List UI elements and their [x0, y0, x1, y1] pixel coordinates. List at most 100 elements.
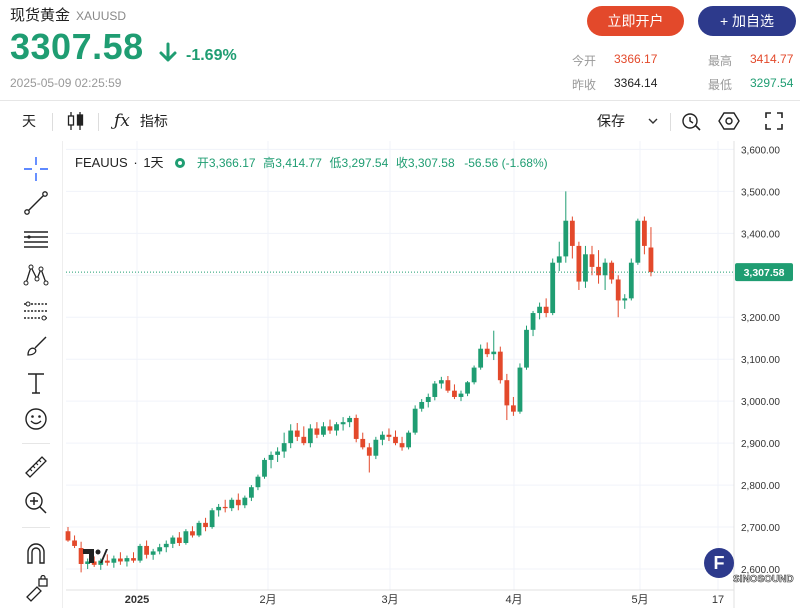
trend-line-icon[interactable] [22, 189, 50, 217]
legend-open-label: 开 [196, 156, 209, 170]
candle-body [281, 443, 287, 452]
candle-body [268, 454, 274, 460]
candle-body [537, 306, 542, 314]
time-tick-label: 17 [712, 594, 724, 606]
candle-body [530, 313, 536, 330]
candle-body [609, 262, 615, 280]
candle-body [347, 417, 353, 423]
candle-body [497, 351, 503, 381]
price-tick-label: 3,000.00 [741, 397, 780, 408]
brush-icon[interactable] [22, 333, 50, 361]
candle-body [307, 428, 313, 444]
pattern-icon[interactable] [22, 261, 50, 289]
quote-header: 现货黄金 XAUUSD 3307.58 -1.69% 2025-05-09 02:… [0, 0, 800, 100]
legend-open: 3,366.17 [208, 156, 256, 170]
replay-button[interactable] [680, 104, 702, 138]
candle-body [366, 447, 372, 456]
time-axis: 2025 2月 3月 4月 5月 17 [66, 589, 734, 606]
candle-body [445, 380, 451, 391]
candle-body [425, 396, 431, 403]
candle-body [373, 439, 379, 456]
legend-low-label: 低 [329, 156, 342, 170]
indicator-button[interactable]: ƒx 指标 [114, 104, 168, 138]
lock-draw-icon[interactable] [22, 575, 50, 603]
candle-body [255, 476, 261, 488]
fx-icon: ƒx [114, 111, 130, 131]
price-tick-label: 2,800.00 [741, 481, 780, 492]
candle-body [216, 506, 222, 511]
candle-body [517, 367, 523, 412]
legend-symbol: FEAUUS [75, 155, 128, 170]
header-divider [0, 100, 800, 101]
low-value: 3297.54 [750, 76, 794, 90]
interval-label: 天 [22, 113, 36, 129]
chart-type-button[interactable] [66, 104, 86, 138]
candle-body [438, 380, 444, 384]
price-axis: 3,600.00 3,500.00 3,400.00 3,300.00 3,200.00… [733, 141, 793, 608]
instrument-name: 现货黄金 [10, 7, 71, 24]
text-icon[interactable] [22, 369, 50, 397]
interval-button[interactable]: 天 [22, 104, 36, 138]
candle-body [511, 405, 516, 412]
candle-body [556, 256, 562, 263]
candle-body [642, 220, 647, 246]
replay-icon [682, 113, 701, 131]
time-tick-label: 3月 [381, 594, 398, 606]
fullscreen-button[interactable] [764, 104, 784, 138]
candle-body [353, 417, 359, 439]
candle-body [150, 551, 156, 555]
candle-body [615, 279, 621, 301]
candle-body [137, 545, 143, 561]
emoji-icon[interactable] [22, 405, 50, 433]
save-menu-button[interactable] [647, 104, 659, 138]
candle-body [144, 545, 149, 555]
candle-body [602, 262, 608, 276]
candle-body [399, 443, 405, 448]
price-tick-label: 3,500.00 [741, 187, 780, 198]
add-watchlist-button[interactable]: + 加自选 [698, 6, 796, 36]
arrow-down-icon [159, 42, 177, 62]
candle-body [458, 393, 464, 397]
candle-body [196, 522, 202, 536]
last-price-tag [735, 263, 793, 282]
candle-body [504, 380, 510, 406]
candle-body [288, 430, 294, 444]
watermark-text: SINOSOUND [733, 574, 794, 586]
settings-button[interactable] [718, 104, 740, 138]
chart-grid [66, 141, 734, 590]
open-account-button[interactable]: 立即开户 [587, 6, 684, 36]
legend-high: 3,414.77 [275, 156, 322, 170]
sidebar-separator [22, 443, 50, 444]
time-tick-label: 2月 [259, 594, 276, 606]
candle-body [235, 499, 241, 506]
candle-body [524, 329, 529, 368]
candle-body [386, 434, 392, 437]
crosshair-icon[interactable] [22, 155, 50, 183]
candle-body [380, 434, 385, 440]
chart-legend: FEAUUS · 1天 开3,366.17 高3,414.77 低3,297.5… [75, 155, 548, 170]
horizontal-lines-icon[interactable] [22, 225, 50, 253]
save-button[interactable]: 保存 [597, 104, 625, 138]
candle-body [229, 499, 235, 509]
ruler-icon[interactable] [22, 453, 50, 481]
instrument-title: 现货黄金 XAUUSD [10, 4, 126, 25]
candle-body [491, 351, 497, 355]
watermark-logo-icon: F [704, 548, 734, 578]
candle-body [452, 390, 457, 397]
candle-body [471, 367, 477, 383]
candle-body [170, 537, 176, 544]
legend-close: 3,307.58 [407, 156, 455, 170]
candle-body [118, 558, 123, 562]
drawing-toolbar [10, 141, 63, 608]
price-tick-label: 3,100.00 [741, 355, 780, 366]
candle-body [183, 531, 189, 544]
fib-icon[interactable] [22, 297, 50, 325]
candle-body [589, 254, 595, 267]
market-status-icon [175, 158, 186, 168]
magnet-icon[interactable] [22, 539, 50, 567]
zoom-in-icon[interactable] [22, 489, 50, 517]
quote-timestamp: 2025-05-09 02:25:59 [10, 76, 122, 90]
today-open-label: 今开 [572, 54, 597, 68]
candle-body [203, 522, 208, 528]
candle-body [222, 506, 228, 509]
